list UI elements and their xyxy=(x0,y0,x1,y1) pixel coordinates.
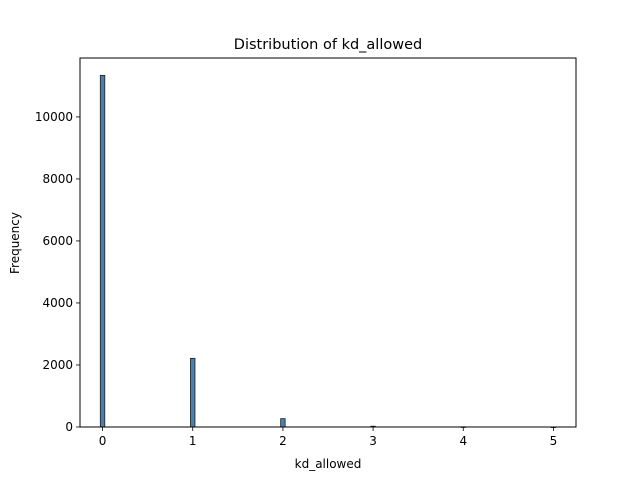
y-tick-label: 2000 xyxy=(42,358,73,372)
x-tick-label: 4 xyxy=(459,434,467,448)
y-axis-ticks: 0 2000 4000 6000 8000 10000 xyxy=(35,110,80,434)
x-tick-label: 3 xyxy=(369,434,377,448)
y-tick-label: 8000 xyxy=(42,172,73,186)
y-tick-label: 4000 xyxy=(42,296,73,310)
x-axis-ticks: 0 1 2 3 4 5 xyxy=(99,427,558,448)
x-tick-label: 0 xyxy=(99,434,107,448)
histogram-bar xyxy=(99,74,106,428)
y-tick-label: 6000 xyxy=(42,234,73,248)
y-tick-label: 0 xyxy=(65,420,73,434)
x-tick-label: 2 xyxy=(279,434,287,448)
y-axis-label: Frequency xyxy=(8,212,22,274)
plot-frame xyxy=(79,57,577,428)
y-tick-label: 10000 xyxy=(35,110,73,124)
chart-title: Distribution of kd_allowed xyxy=(234,37,422,53)
histogram-bar xyxy=(190,357,196,428)
x-tick-label: 1 xyxy=(189,434,197,448)
x-axis-label: kd_allowed xyxy=(295,457,362,471)
x-tick-label: 5 xyxy=(550,434,558,448)
histogram-bar xyxy=(280,418,286,428)
